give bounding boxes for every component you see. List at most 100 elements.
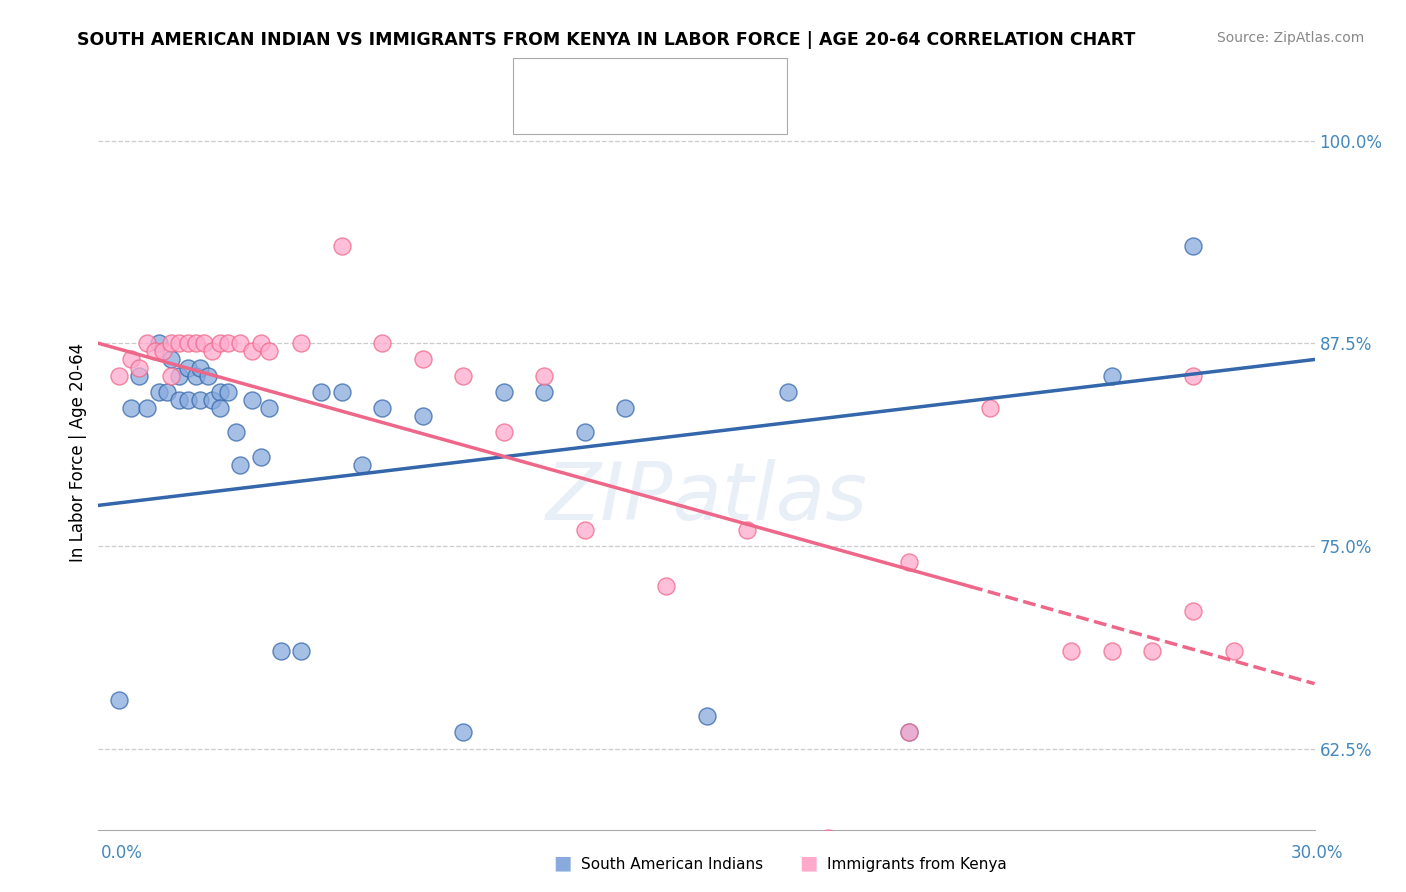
- Text: -0.428: -0.428: [602, 103, 655, 121]
- Point: [574, 523, 596, 537]
- Point: [1060, 644, 1083, 658]
- Point: [136, 336, 159, 351]
- Point: [655, 579, 678, 593]
- Point: [160, 336, 183, 351]
- Point: [152, 344, 174, 359]
- Point: [533, 384, 555, 399]
- Point: [209, 336, 232, 351]
- Point: [188, 392, 211, 407]
- Text: R =: R =: [560, 72, 596, 90]
- Point: [776, 384, 799, 399]
- Point: [169, 336, 191, 351]
- Point: [453, 725, 475, 739]
- Text: ■: ■: [534, 71, 553, 91]
- Point: [209, 384, 232, 399]
- Point: [156, 384, 179, 399]
- Point: [412, 409, 434, 424]
- Point: [107, 368, 129, 383]
- Point: [412, 352, 434, 367]
- Text: 0.145: 0.145: [602, 72, 650, 90]
- Point: [160, 368, 183, 383]
- Point: [193, 336, 215, 351]
- Point: [148, 336, 170, 351]
- Point: [128, 360, 150, 375]
- Point: [209, 401, 232, 416]
- Point: [229, 336, 252, 351]
- Point: [148, 384, 170, 399]
- Point: [184, 336, 207, 351]
- Y-axis label: In Labor Force | Age 20-64: In Labor Force | Age 20-64: [69, 343, 87, 562]
- Point: [169, 368, 191, 383]
- Point: [371, 401, 394, 416]
- Point: [1182, 368, 1205, 383]
- Point: [735, 523, 758, 537]
- Point: [169, 392, 191, 407]
- Point: [371, 336, 394, 351]
- Point: [201, 392, 224, 407]
- Point: [492, 425, 515, 440]
- Point: [136, 401, 159, 416]
- Point: [898, 725, 921, 739]
- Point: [217, 384, 239, 399]
- Point: [176, 336, 198, 351]
- Point: [898, 555, 921, 569]
- Point: [533, 368, 555, 383]
- Point: [350, 458, 373, 472]
- Text: ■: ■: [553, 854, 572, 872]
- Point: [184, 368, 207, 383]
- Text: ■: ■: [534, 103, 553, 122]
- Point: [311, 384, 333, 399]
- Point: [188, 360, 211, 375]
- Point: [574, 425, 596, 440]
- Text: South American Indians: South American Indians: [581, 857, 763, 872]
- Point: [176, 392, 198, 407]
- Text: N =: N =: [664, 103, 711, 121]
- Text: Source: ZipAtlas.com: Source: ZipAtlas.com: [1216, 31, 1364, 45]
- Point: [242, 344, 264, 359]
- Point: [201, 344, 224, 359]
- Point: [1182, 604, 1205, 618]
- Text: ■: ■: [799, 854, 818, 872]
- Point: [128, 368, 150, 383]
- Point: [898, 725, 921, 739]
- Point: [1222, 644, 1244, 658]
- Point: [242, 392, 264, 407]
- Point: [197, 368, 219, 383]
- Point: [120, 401, 142, 416]
- Point: [290, 644, 312, 658]
- Point: [107, 693, 129, 707]
- Point: [1142, 644, 1164, 658]
- Point: [229, 458, 252, 472]
- Point: [257, 344, 280, 359]
- Text: 39: 39: [711, 103, 733, 121]
- Point: [817, 830, 839, 845]
- Point: [249, 450, 271, 464]
- Point: [217, 336, 239, 351]
- Point: [225, 425, 247, 440]
- Point: [257, 401, 280, 416]
- Point: [160, 352, 183, 367]
- Point: [143, 344, 166, 359]
- Point: [290, 336, 312, 351]
- Text: 30.0%: 30.0%: [1291, 844, 1343, 862]
- Point: [492, 384, 515, 399]
- Text: N =: N =: [648, 72, 696, 90]
- Point: [453, 368, 475, 383]
- Point: [176, 360, 198, 375]
- Point: [614, 401, 637, 416]
- Text: SOUTH AMERICAN INDIAN VS IMMIGRANTS FROM KENYA IN LABOR FORCE | AGE 20-64 CORREL: SOUTH AMERICAN INDIAN VS IMMIGRANTS FROM…: [77, 31, 1136, 49]
- Point: [1101, 368, 1123, 383]
- Text: 0.0%: 0.0%: [101, 844, 143, 862]
- Point: [249, 336, 271, 351]
- Point: [696, 709, 718, 723]
- Text: 42: 42: [697, 72, 718, 90]
- Point: [979, 401, 1001, 416]
- Point: [270, 644, 292, 658]
- Point: [1101, 644, 1123, 658]
- Text: Immigrants from Kenya: Immigrants from Kenya: [827, 857, 1007, 872]
- Text: R =: R =: [560, 103, 596, 121]
- Text: ZIPatlas: ZIPatlas: [546, 458, 868, 537]
- Point: [330, 384, 353, 399]
- Point: [330, 239, 353, 253]
- Point: [1182, 239, 1205, 253]
